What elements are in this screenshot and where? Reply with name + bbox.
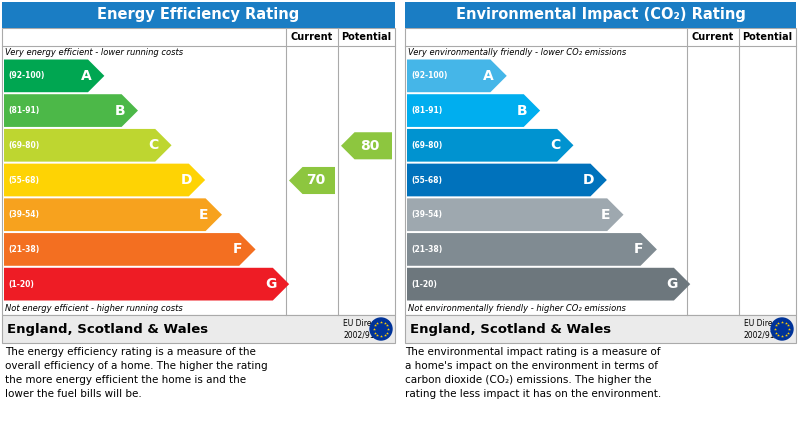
Text: EU Directive
2002/91/EC: EU Directive 2002/91/EC (343, 319, 390, 340)
Polygon shape (407, 233, 657, 266)
Bar (2, 315, 395, 343)
Polygon shape (407, 268, 690, 301)
Text: (39-54): (39-54) (8, 210, 39, 219)
Text: 70: 70 (306, 173, 325, 188)
Text: Current: Current (692, 32, 734, 42)
Polygon shape (4, 164, 205, 196)
Text: (81-91): (81-91) (8, 106, 39, 115)
Polygon shape (4, 198, 222, 231)
Polygon shape (407, 94, 540, 127)
Circle shape (771, 318, 793, 340)
Polygon shape (4, 233, 255, 266)
Polygon shape (4, 129, 171, 162)
Text: Not environmentally friendly - higher CO₂ emissions: Not environmentally friendly - higher CO… (408, 304, 626, 313)
Text: Current: Current (291, 32, 333, 42)
Circle shape (370, 318, 392, 340)
Text: Very energy efficient - lower running costs: Very energy efficient - lower running co… (5, 48, 183, 57)
Text: (39-54): (39-54) (411, 210, 442, 219)
Polygon shape (4, 60, 104, 92)
Text: D: D (181, 173, 193, 187)
Text: C: C (550, 138, 560, 152)
Text: B: B (517, 103, 527, 117)
Text: F: F (634, 242, 643, 256)
Text: Very environmentally friendly - lower CO₂ emissions: Very environmentally friendly - lower CO… (408, 48, 626, 57)
Text: Not energy efficient - higher running costs: Not energy efficient - higher running co… (5, 304, 182, 313)
Text: (92-100): (92-100) (8, 71, 44, 80)
Text: 80: 80 (360, 139, 379, 153)
Bar (2, 2, 395, 28)
Text: A: A (81, 69, 91, 83)
Text: D: D (582, 173, 594, 187)
Text: E: E (601, 208, 610, 222)
Text: (55-68): (55-68) (8, 176, 39, 185)
Text: F: F (233, 242, 242, 256)
Polygon shape (341, 132, 392, 159)
Polygon shape (407, 60, 506, 92)
Text: Potential: Potential (342, 32, 391, 42)
Bar (405, 28, 796, 315)
Text: (92-100): (92-100) (411, 71, 447, 80)
Text: E: E (199, 208, 208, 222)
Text: Potential: Potential (742, 32, 793, 42)
Text: The energy efficiency rating is a measure of the
overall efficiency of a home. T: The energy efficiency rating is a measur… (5, 347, 268, 399)
Text: A: A (483, 69, 494, 83)
Text: (21-38): (21-38) (411, 245, 442, 254)
Text: G: G (265, 277, 277, 291)
Text: (81-91): (81-91) (411, 106, 442, 115)
Polygon shape (289, 167, 335, 194)
Text: (21-38): (21-38) (8, 245, 39, 254)
Polygon shape (4, 94, 138, 127)
Polygon shape (4, 268, 289, 301)
Text: (69-80): (69-80) (411, 141, 442, 150)
Text: Energy Efficiency Rating: Energy Efficiency Rating (98, 8, 300, 22)
Text: England, Scotland & Wales: England, Scotland & Wales (410, 323, 611, 336)
Text: (1-20): (1-20) (411, 280, 437, 289)
Text: C: C (148, 138, 158, 152)
Bar (405, 2, 796, 28)
Text: EU Directive
2002/91/EC: EU Directive 2002/91/EC (744, 319, 791, 340)
Text: (1-20): (1-20) (8, 280, 34, 289)
Text: (69-80): (69-80) (8, 141, 39, 150)
Text: England, Scotland & Wales: England, Scotland & Wales (7, 323, 208, 336)
Text: Environmental Impact (CO₂) Rating: Environmental Impact (CO₂) Rating (455, 8, 746, 22)
Text: B: B (114, 103, 125, 117)
Text: (55-68): (55-68) (411, 176, 442, 185)
Text: The environmental impact rating is a measure of
a home's impact on the environme: The environmental impact rating is a mea… (405, 347, 662, 399)
Text: G: G (666, 277, 678, 291)
Bar (2, 28, 395, 315)
Polygon shape (407, 164, 607, 196)
Bar (405, 315, 796, 343)
Polygon shape (407, 198, 623, 231)
Polygon shape (407, 129, 574, 162)
